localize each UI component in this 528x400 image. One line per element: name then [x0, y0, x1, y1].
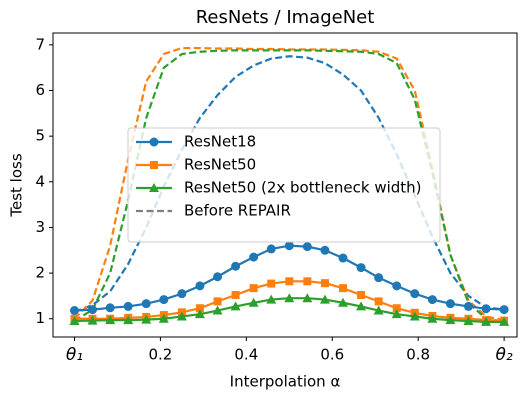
marker: [285, 277, 294, 286]
x-tick-label: 0.4: [234, 346, 258, 364]
marker: [445, 299, 455, 309]
legend-marker: [149, 183, 159, 192]
chart-title: ResNets / ImageNet: [196, 7, 375, 28]
marker: [176, 311, 187, 321]
marker: [463, 316, 474, 326]
marker: [410, 289, 420, 299]
marker: [391, 309, 402, 319]
legend-box: [127, 127, 441, 243]
legend-label: Before REPAIR: [184, 202, 291, 220]
marker: [194, 309, 205, 319]
y-tick-label: 4: [35, 172, 45, 190]
marker: [320, 245, 330, 255]
marker: [374, 273, 384, 283]
marker: [141, 299, 151, 309]
marker: [69, 316, 80, 326]
y-tick-label: 2: [35, 264, 45, 282]
legend-label: ResNet18: [184, 133, 256, 151]
marker: [338, 253, 348, 263]
marker: [123, 301, 133, 311]
legend: ResNet18 ResNet50 ResNet50 (2x bottleneck …: [127, 127, 441, 243]
marker: [356, 301, 367, 311]
marker: [249, 284, 258, 293]
marker: [392, 281, 402, 291]
marker: [248, 297, 259, 307]
marker: [284, 293, 295, 303]
marker: [320, 279, 329, 288]
marker: [231, 291, 240, 300]
y-tick-label: 3: [35, 218, 45, 236]
y-tick-label: 5: [35, 127, 45, 145]
marker: [195, 304, 204, 313]
y-axis-label: Test loss: [8, 153, 26, 217]
marker: [357, 291, 366, 300]
marker: [213, 297, 222, 306]
marker: [69, 306, 79, 316]
legend-marker: [149, 137, 159, 147]
marker: [177, 289, 187, 299]
marker: [105, 303, 115, 313]
marker: [87, 315, 98, 325]
marker: [303, 277, 312, 286]
marker: [123, 315, 134, 325]
before-line: [74, 55, 505, 313]
marker: [445, 315, 456, 325]
marker: [427, 295, 437, 305]
marker: [105, 315, 116, 325]
marker: [499, 316, 510, 326]
legend-label: ResNet50: [184, 156, 256, 174]
marker: [195, 281, 205, 291]
legend-label: ResNet50 (2x bottleneck width): [184, 179, 422, 197]
marker: [374, 297, 383, 306]
y-tick-label: 7: [35, 35, 45, 53]
marker: [266, 244, 276, 254]
x-tick-label: 0.8: [406, 346, 430, 364]
marker: [231, 261, 241, 271]
marker: [392, 304, 401, 313]
x-tick-label: 0.2: [148, 346, 172, 364]
x-axis-label: Interpolation α: [230, 373, 341, 391]
marker: [499, 305, 509, 315]
marker: [319, 294, 330, 304]
y-tick-label: 6: [35, 81, 45, 99]
marker: [409, 311, 420, 321]
marker: [427, 313, 438, 323]
marker: [481, 304, 491, 314]
x-tick-label: 0.6: [320, 346, 344, 364]
marker: [249, 252, 259, 262]
marker: [284, 241, 294, 251]
marker: [463, 301, 473, 311]
marker: [230, 301, 241, 311]
marker: [158, 313, 169, 323]
marker: [159, 295, 169, 305]
x-tick-label: θ₂: [496, 345, 513, 365]
marker: [267, 279, 276, 288]
x-tick-label: θ₁: [66, 345, 83, 365]
marker: [141, 314, 152, 324]
marker: [302, 293, 313, 303]
marker: [213, 272, 223, 282]
legend-marker: [150, 161, 158, 169]
marker: [373, 305, 384, 315]
marker: [481, 316, 492, 326]
y-tick-label: 1: [35, 309, 45, 327]
marker: [266, 294, 277, 304]
plot-frame: [52, 32, 518, 338]
marker: [302, 242, 312, 252]
marker: [88, 305, 98, 315]
marker: [356, 263, 366, 273]
marker: [338, 297, 348, 307]
marker: [212, 305, 223, 315]
marker: [339, 284, 347, 293]
